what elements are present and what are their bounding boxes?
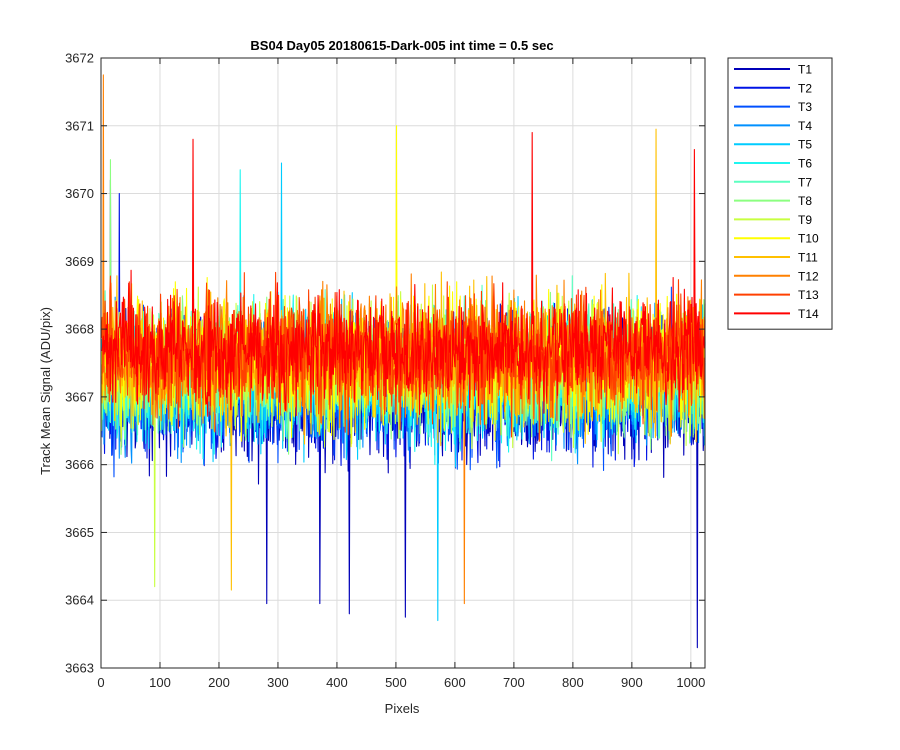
y-tick-label: 3669 [65,254,94,269]
legend-label: T12 [798,269,819,283]
legend-label: T4 [798,119,812,133]
legend-box [727,57,833,330]
legend-label: T6 [798,157,812,171]
legend-label: T2 [798,81,812,95]
x-tick-label: 1000 [676,675,705,690]
legend-label: T11 [798,251,818,265]
legend-item-t10[interactable]: T10 [734,232,819,246]
axis-ticks: 0 100 200 300 400 500 600 700 800 900 1000 3663 3664… [65,51,705,691]
legend-label: T1 [798,63,812,77]
legend-item-t12[interactable]: T12 [734,269,819,283]
x-tick-label: 900 [621,675,643,690]
legend-label: T9 [798,213,812,227]
legend-item-t13[interactable]: T13 [734,288,819,302]
legend-item-t6[interactable]: T6 [734,157,812,171]
y-tick-label: 3664 [65,593,94,608]
x-tick-label: 100 [149,675,171,690]
legend-label: T14 [798,307,819,321]
y-tick-label: 3663 [65,661,94,676]
legend-item-t14[interactable]: T14 [734,307,819,321]
legend-item-t8[interactable]: T8 [734,194,812,208]
legend[interactable]: T1 T2 T3 T4 T5 T6 T7 T8 T9 T10 T11 T12 T13 T14 [727,57,833,330]
x-tick-label: 300 [267,675,289,690]
legend-label: T3 [798,100,812,114]
x-axis-label: Pixels [385,701,420,716]
y-tick-label: 3671 [65,118,94,133]
y-tick-label: 3670 [65,186,94,201]
legend-item-t7[interactable]: T7 [734,175,812,189]
x-tick-label: 700 [503,675,525,690]
y-tick-label: 3665 [65,525,94,540]
legend-label: T5 [798,138,812,152]
legend-label: T10 [798,232,819,246]
legend-label: T7 [798,175,812,189]
legend-item-t1[interactable]: T1 [734,63,812,77]
series-line-t13 [101,271,706,442]
legend-item-t2[interactable]: T2 [734,81,812,95]
y-tick-label: 3672 [65,51,94,66]
legend-label: T8 [798,194,812,208]
x-tick-label: 600 [444,675,466,690]
y-tick-label: 3666 [65,457,94,472]
legend-item-t3[interactable]: T3 [734,100,812,114]
x-tick-label: 500 [385,675,407,690]
y-tick-label: 3668 [65,322,94,337]
legend-item-t11[interactable]: T11 [734,251,818,265]
legend-item-t9[interactable]: T9 [734,213,812,227]
chart-title: BS04 Day05 20180615-Dark-005 int time = … [250,38,553,53]
series-line-t14 [101,132,706,417]
legend-item-t4[interactable]: T4 [734,119,812,133]
x-tick-label: 200 [208,675,230,690]
legend-label: T13 [798,288,819,302]
x-tick-label: 400 [326,675,348,690]
series-layer [101,74,706,649]
legend-item-t5[interactable]: T5 [734,138,812,152]
plot-frame [100,57,706,669]
y-axis-label: Track Mean Signal (ADU/pix) [38,307,53,475]
x-tick-label: 0 [97,675,104,690]
x-tick-label: 800 [562,675,584,690]
y-tick-label: 3667 [65,389,94,404]
